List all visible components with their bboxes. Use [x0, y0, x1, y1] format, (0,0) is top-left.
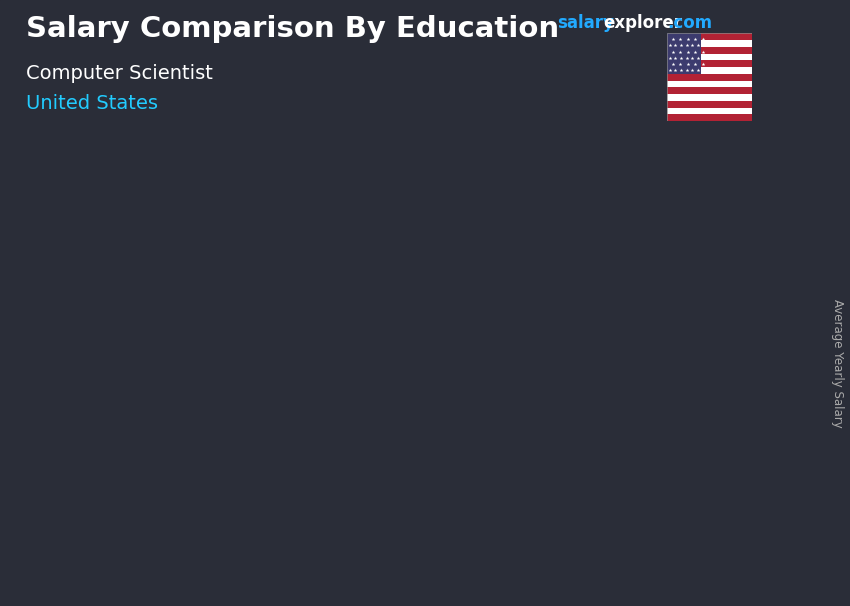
Bar — [374, 30, 408, 545]
Bar — [438, 30, 472, 545]
Bar — [329, 407, 457, 545]
Text: explorer: explorer — [604, 14, 683, 32]
Bar — [667, 33, 752, 40]
Bar — [667, 40, 752, 47]
Bar — [667, 33, 701, 74]
Bar — [667, 61, 752, 67]
Text: 224,000 USD: 224,000 USD — [551, 338, 648, 353]
Bar — [667, 94, 752, 101]
Bar — [95, 455, 224, 545]
Bar — [400, 30, 434, 545]
Bar — [667, 67, 752, 74]
Bar — [463, 30, 497, 545]
Bar — [412, 30, 446, 545]
Text: Computer Scientist: Computer Scientist — [26, 64, 212, 82]
Bar — [527, 30, 561, 545]
Bar — [298, 30, 332, 545]
Bar — [540, 30, 574, 545]
FancyArrowPatch shape — [173, 362, 377, 443]
Bar — [196, 30, 230, 545]
Bar — [457, 407, 473, 545]
Text: 109,000 USD: 109,000 USD — [83, 437, 180, 451]
Text: Average Yearly Salary: Average Yearly Salary — [830, 299, 844, 428]
Bar — [563, 360, 691, 545]
Bar — [667, 53, 752, 61]
Text: United States: United States — [26, 94, 157, 113]
Bar — [691, 360, 707, 545]
Text: +55%: +55% — [191, 351, 277, 378]
Text: salary: salary — [557, 14, 614, 32]
Bar — [489, 30, 523, 545]
Bar — [502, 30, 536, 545]
Bar — [221, 30, 255, 545]
Text: +33%: +33% — [444, 291, 530, 318]
Bar — [336, 30, 370, 545]
Bar — [323, 30, 357, 545]
Bar — [348, 30, 382, 545]
Bar — [259, 30, 293, 545]
Bar — [450, 30, 484, 545]
Bar — [667, 115, 752, 121]
Bar — [234, 30, 268, 545]
Bar — [183, 30, 217, 545]
Bar — [320, 407, 466, 410]
Bar — [554, 360, 700, 365]
Bar — [246, 30, 280, 545]
Bar — [514, 30, 548, 545]
Bar — [667, 87, 752, 94]
Bar — [387, 30, 421, 545]
Bar — [310, 30, 344, 545]
Bar — [667, 108, 752, 115]
Bar — [476, 30, 510, 545]
Bar — [224, 455, 240, 545]
Text: .com: .com — [667, 14, 712, 32]
Bar — [285, 30, 319, 545]
Bar — [667, 81, 752, 87]
Text: Salary Comparison By Education: Salary Comparison By Education — [26, 15, 558, 43]
Bar — [667, 101, 752, 108]
Bar — [667, 74, 752, 81]
Bar — [170, 30, 204, 545]
FancyArrowPatch shape — [409, 325, 609, 395]
Bar — [425, 30, 459, 545]
Bar — [208, 30, 242, 545]
Text: 168,000 USD: 168,000 USD — [317, 412, 414, 427]
Bar — [272, 30, 306, 545]
Bar — [667, 47, 752, 53]
Bar — [87, 455, 232, 458]
Bar — [361, 30, 395, 545]
